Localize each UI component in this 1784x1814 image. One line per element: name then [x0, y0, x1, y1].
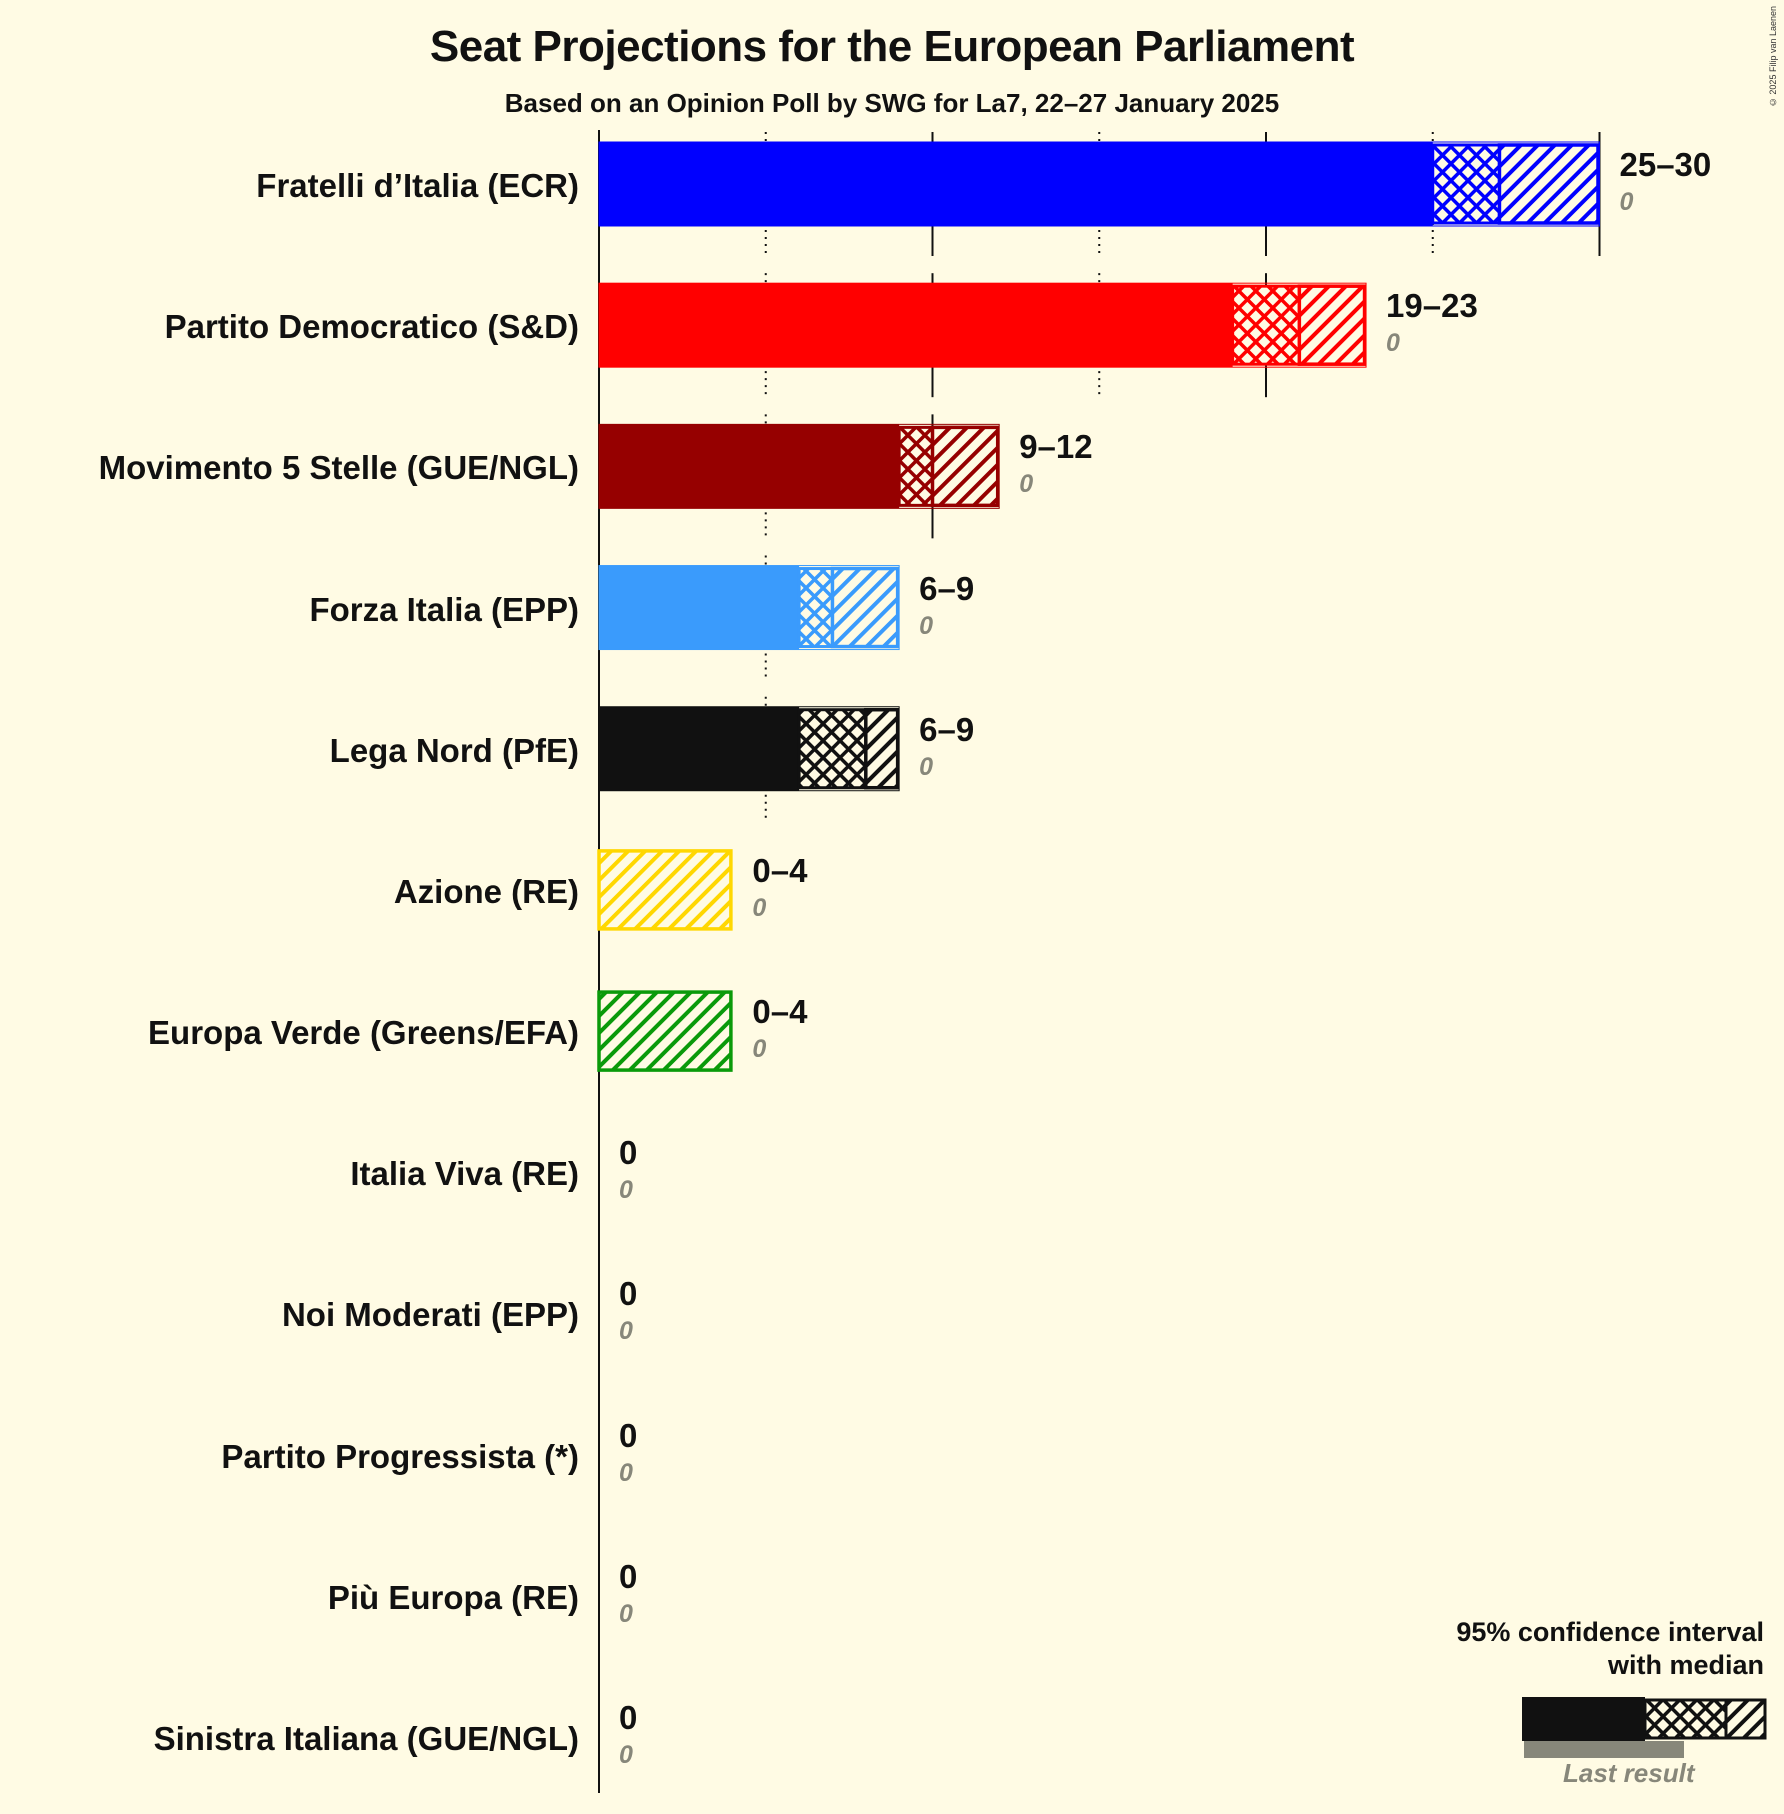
last-result-label: 0: [619, 1317, 633, 1346]
last-result-label: 0: [1619, 188, 1634, 216]
party-label: Forza Italia (EPP): [309, 590, 579, 628]
seat-range-label: 0: [619, 1275, 638, 1313]
seat-range-label: 6–9: [919, 569, 975, 607]
legend-last-result-label: Last result: [1563, 1758, 1695, 1788]
seat-range-label: 0: [619, 1134, 638, 1172]
party-label: Più Europa (RE): [327, 1578, 579, 1616]
party-bar-4: [598, 706, 900, 792]
seat-range-label: 0–4: [752, 993, 808, 1031]
party-bar-1: [598, 282, 1367, 368]
party-bar-3: [598, 565, 900, 651]
legend-title-line1: 95% confidence interval: [1456, 1617, 1764, 1647]
legend-title: 95% confidence interval with median: [1456, 1616, 1764, 1682]
last-result-label: 0: [1019, 470, 1034, 499]
last-result-label: 0: [919, 752, 934, 781]
last-result-label: 0: [752, 893, 767, 922]
party-label: Partito Democratico (S&D): [164, 308, 579, 346]
chart-title: Seat Projections for the European Parlia…: [429, 22, 1355, 71]
party-label: Noi Moderati (EPP): [281, 1296, 579, 1334]
party-label: Italia Viva (RE): [350, 1155, 579, 1193]
last-result-label: 0: [619, 1458, 633, 1487]
seat-range-label: 0–4: [752, 851, 808, 889]
last-result-label: 0: [619, 1741, 633, 1769]
party-bar-5: [597, 849, 733, 931]
seat-range-label: 19–23: [1386, 287, 1478, 325]
party-bar-0: [598, 141, 1600, 227]
party-label: Europa Verde (Greens/EFA): [148, 1014, 579, 1052]
seat-range-label: 0: [619, 1557, 638, 1595]
seat-range-label: 25–30: [1619, 146, 1712, 183]
seat-range-label: 0: [619, 1699, 638, 1736]
party-label: Sinistra Italiana (GUE/NGL): [153, 1720, 579, 1757]
party-label: Fratelli d’Italia (ECR): [256, 167, 579, 204]
party-bar-6: [597, 990, 733, 1072]
last-result-label: 0: [1386, 329, 1400, 358]
last-result-label: 0: [752, 1035, 767, 1064]
seat-range-label: 9–12: [1019, 428, 1093, 466]
legend-bar: [1522, 1697, 1767, 1758]
last-result-label: 0: [619, 1176, 633, 1205]
legend-last-result-bar: [1524, 1741, 1684, 1758]
party-bar-2: [598, 423, 1000, 509]
party-label: Partito Progressista (*): [221, 1437, 579, 1475]
seat-range-label: 0: [619, 1416, 638, 1454]
seat-range-label: 6–9: [919, 710, 975, 748]
last-result-label: 0: [619, 1599, 633, 1628]
party-label: Lega Nord (PfE): [329, 731, 579, 769]
chart-subtitle: Based on an Opinion Poll by SWG for La7,…: [504, 88, 1280, 118]
party-label: Movimento 5 Stelle (GUE/NGL): [98, 449, 579, 487]
party-label: Azione (RE): [393, 872, 579, 910]
legend-title-line2: with median: [1607, 1650, 1764, 1680]
last-result-label: 0: [919, 611, 934, 640]
